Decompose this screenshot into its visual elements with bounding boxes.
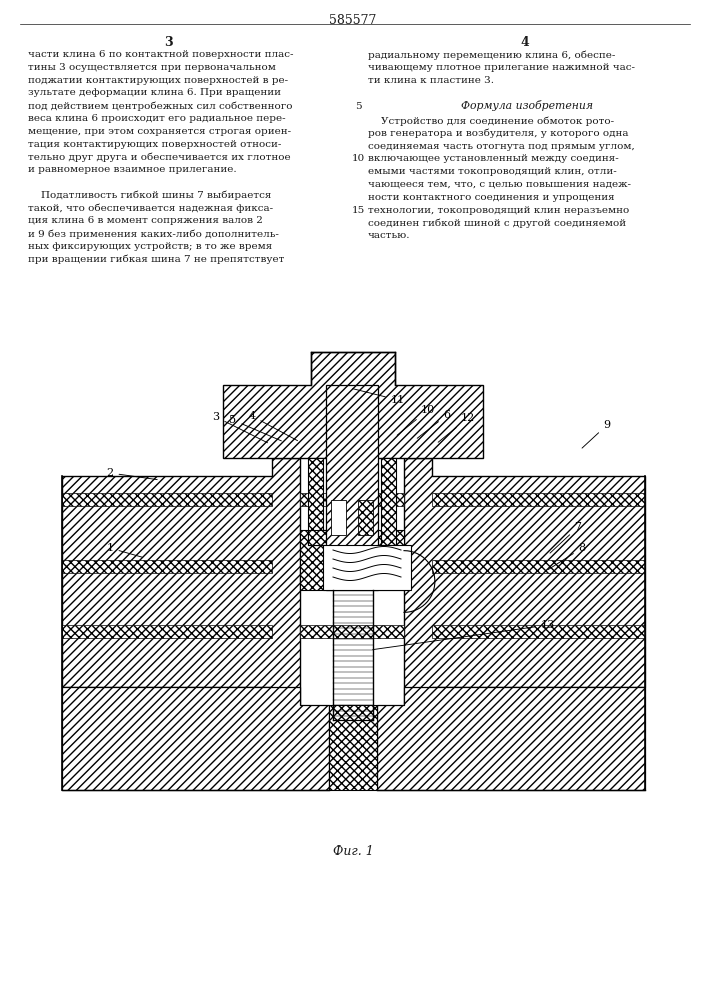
Text: 4: 4 <box>248 411 298 441</box>
Text: соединен гибкой шиной с другой соединяемой: соединен гибкой шиной с другой соединяем… <box>368 218 626 228</box>
Text: 3: 3 <box>212 412 267 443</box>
Polygon shape <box>308 458 323 545</box>
Text: соединяемая часть отогнута под прямым углом,: соединяемая часть отогнута под прямым уг… <box>368 142 635 151</box>
Bar <box>50 335 658 845</box>
Text: чивающему плотное прилегание нажимной час-: чивающему плотное прилегание нажимной ча… <box>368 63 635 72</box>
Text: 9: 9 <box>582 420 611 448</box>
Text: частью.: частью. <box>368 231 411 240</box>
Text: такой, что обеспечивается надежная фикса-: такой, что обеспечивается надежная фикса… <box>28 204 273 213</box>
Text: включающее установленный между соединя-: включающее установленный между соединя- <box>368 154 619 163</box>
Text: 5: 5 <box>230 415 281 441</box>
Polygon shape <box>62 458 300 705</box>
Text: технологии, токопроводящий клин неразъемно: технологии, токопроводящий клин неразъем… <box>368 206 629 215</box>
Text: 12: 12 <box>438 413 475 442</box>
Text: 8: 8 <box>549 543 585 570</box>
Polygon shape <box>404 458 645 705</box>
Text: 585577: 585577 <box>329 14 377 27</box>
Text: Податливость гибкой шины 7 выбирается: Податливость гибкой шины 7 выбирается <box>28 191 271 200</box>
Text: 11: 11 <box>353 389 405 405</box>
Text: 15: 15 <box>351 206 365 215</box>
Text: ти клина к пластине 3.: ти клина к пластине 3. <box>368 76 494 85</box>
Text: Устройство для соединение обмоток рото-: Устройство для соединение обмоток рото- <box>368 116 614 125</box>
Polygon shape <box>300 493 404 506</box>
Text: чающееся тем, что, с целью повышения надеж-: чающееся тем, что, с целью повышения над… <box>368 180 631 189</box>
Text: 2: 2 <box>107 468 157 480</box>
Text: 4: 4 <box>520 36 530 49</box>
Polygon shape <box>62 687 329 790</box>
Text: 13: 13 <box>373 620 555 650</box>
Polygon shape <box>432 560 645 573</box>
Text: ция клина 6 в момент сопряжения валов 2: ция клина 6 в момент сопряжения валов 2 <box>28 216 263 225</box>
Polygon shape <box>331 500 346 535</box>
Polygon shape <box>381 458 396 545</box>
Text: и 9 без применения каких-либо дополнитель-: и 9 без применения каких-либо дополнител… <box>28 229 279 239</box>
Text: ров генератора и возбудителя, у которого одна: ров генератора и возбудителя, у которого… <box>368 129 629 138</box>
Text: радиальному перемещению клина 6, обеспе-: радиальному перемещению клина 6, обеспе- <box>368 50 615 60</box>
Text: поджатии контактирующих поверхностей в ре-: поджатии контактирующих поверхностей в р… <box>28 76 288 85</box>
Text: ности контактного соединения и упрощения: ности контактного соединения и упрощения <box>368 193 614 202</box>
Text: 10: 10 <box>351 154 365 163</box>
Bar <box>300 458 404 705</box>
Text: 6: 6 <box>417 410 450 438</box>
Polygon shape <box>300 625 404 638</box>
Polygon shape <box>62 493 272 506</box>
Polygon shape <box>308 530 348 545</box>
Text: Фиг. 1: Фиг. 1 <box>332 845 373 858</box>
Polygon shape <box>432 493 645 506</box>
Text: тельно друг друга и обеспечивается их глотное: тельно друг друга и обеспечивается их гл… <box>28 152 291 162</box>
Text: ных фиксирующих устройств; в то же время: ных фиксирующих устройств; в то же время <box>28 242 272 251</box>
Text: 10: 10 <box>397 405 435 435</box>
Polygon shape <box>223 352 483 458</box>
Text: при вращении гибкая шина 7 не препятствует: при вращении гибкая шина 7 не препятству… <box>28 255 284 264</box>
Polygon shape <box>358 500 373 535</box>
Polygon shape <box>323 545 411 590</box>
Text: 3: 3 <box>164 36 173 49</box>
Text: емыми частями токопроводящий клин, отли-: емыми частями токопроводящий клин, отли- <box>368 167 617 176</box>
Polygon shape <box>329 705 377 790</box>
Text: 1: 1 <box>107 543 142 557</box>
Polygon shape <box>300 560 404 573</box>
Polygon shape <box>62 560 272 573</box>
Text: 5: 5 <box>355 102 361 111</box>
Text: Формула изобретения: Формула изобретения <box>461 100 593 111</box>
Text: тины 3 осуществляется при первоначальном: тины 3 осуществляется при первоначальном <box>28 63 276 72</box>
Polygon shape <box>62 625 272 638</box>
Text: и равномерное взаимное прилегание.: и равномерное взаимное прилегание. <box>28 165 237 174</box>
Text: части клина 6 по контактной поверхности плас-: части клина 6 по контактной поверхности … <box>28 50 293 59</box>
Text: тация контактирующих поверхностей относи-: тация контактирующих поверхностей относи… <box>28 140 281 149</box>
Text: 7: 7 <box>550 522 581 553</box>
Polygon shape <box>300 530 404 590</box>
Polygon shape <box>377 687 645 790</box>
Text: зультате деформации клина 6. При вращении: зультате деформации клина 6. При вращени… <box>28 88 281 97</box>
Text: веса клина 6 происходит его радиальное пере-: веса клина 6 происходит его радиальное п… <box>28 114 286 123</box>
Text: мещение, при этом сохраняется строгая ориен-: мещение, при этом сохраняется строгая ор… <box>28 127 291 136</box>
Polygon shape <box>326 385 378 590</box>
Text: под действием центробежных сил собственного: под действием центробежных сил собственн… <box>28 101 293 111</box>
Polygon shape <box>432 625 645 638</box>
